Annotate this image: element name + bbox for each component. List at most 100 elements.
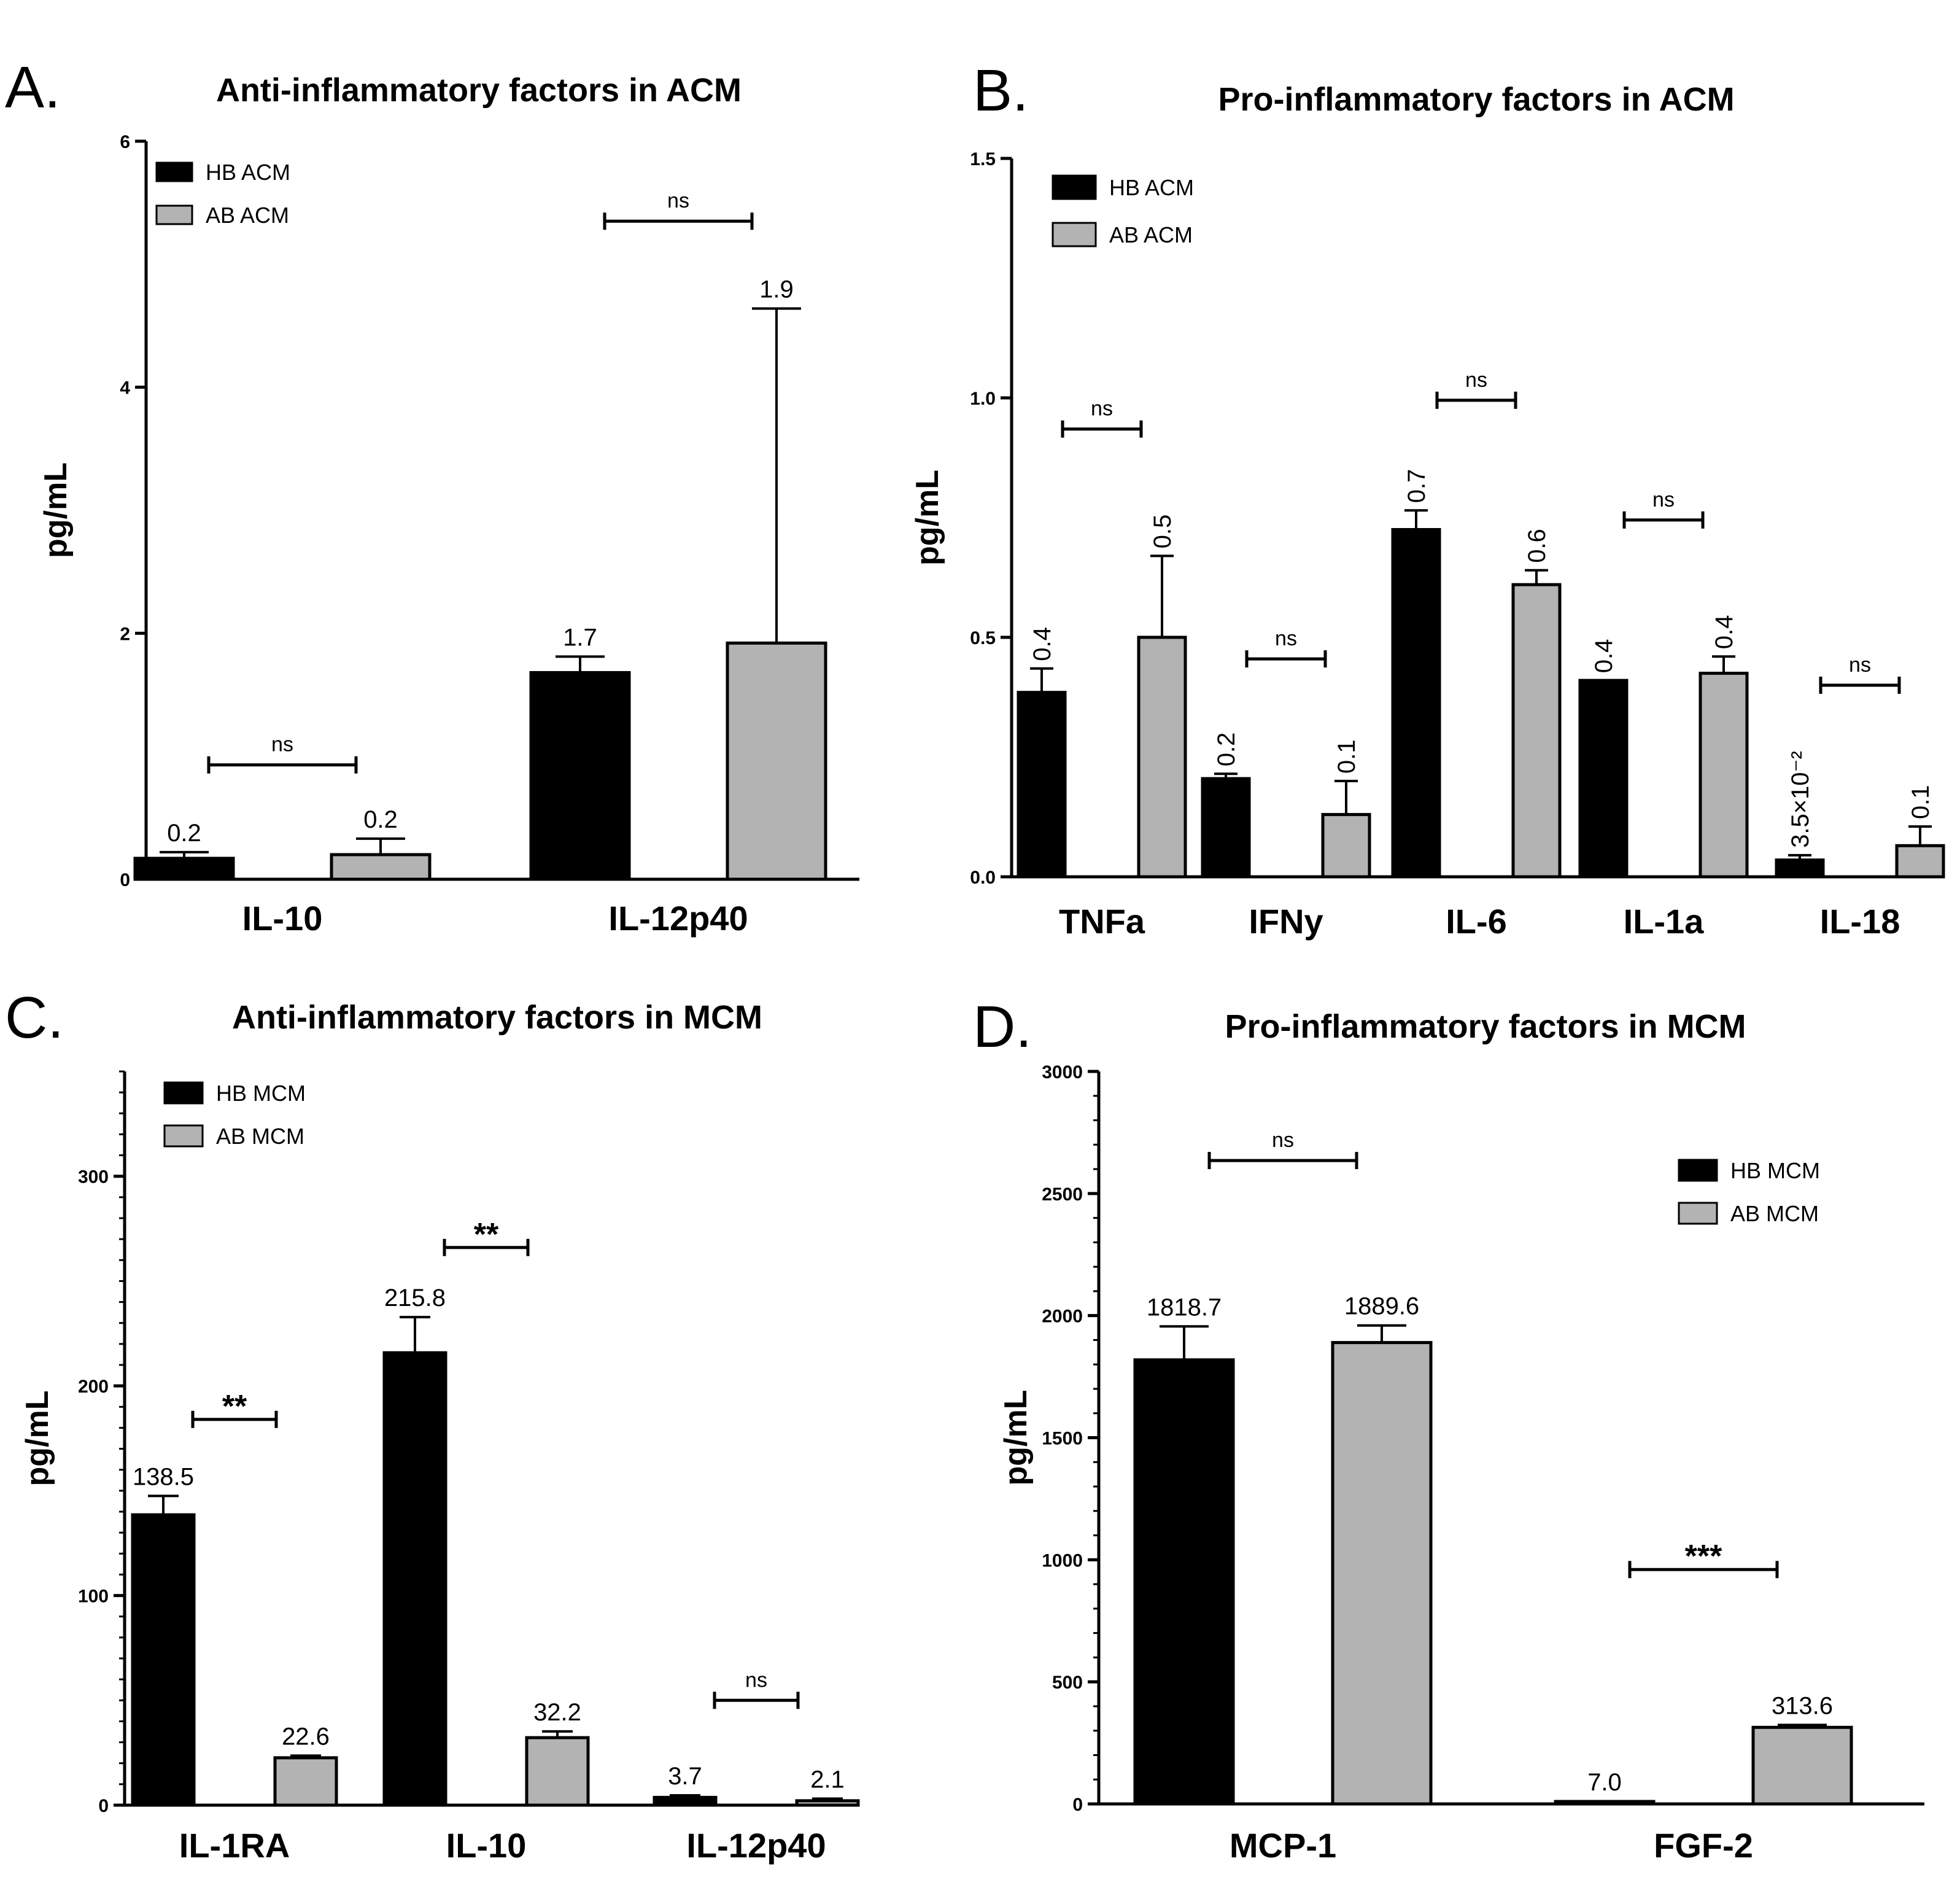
y-tick-label: 1500 bbox=[1042, 1429, 1083, 1449]
data-label: 3.5×10⁻² bbox=[1787, 751, 1814, 848]
x-category-label: FGF-2 bbox=[1654, 1826, 1753, 1865]
y-axis-label: pg/mL bbox=[38, 462, 74, 558]
bar-hb bbox=[1133, 1358, 1235, 1806]
bar-hb bbox=[653, 1795, 718, 1807]
bar-ab bbox=[1699, 672, 1749, 879]
legend-swatch bbox=[155, 161, 193, 182]
bar-hb bbox=[131, 1513, 196, 1807]
data-label: 0.1 bbox=[1333, 739, 1360, 774]
significance-label: ns bbox=[745, 1668, 767, 1692]
significance-bracket bbox=[1622, 511, 1705, 529]
data-label: 2.1 bbox=[810, 1766, 845, 1793]
significance-bracket bbox=[1628, 1561, 1779, 1579]
significance-bracket bbox=[191, 1410, 278, 1428]
y-tick-label: 0.0 bbox=[970, 868, 996, 888]
legend-swatch bbox=[1678, 1159, 1718, 1182]
data-label: 1889.6 bbox=[1344, 1293, 1419, 1320]
x-category-label: IL-6 bbox=[1446, 902, 1507, 941]
y-tick-label: 200 bbox=[78, 1377, 109, 1397]
bar-hb bbox=[1017, 691, 1067, 879]
significance-label: ns bbox=[1272, 1129, 1294, 1152]
y-tick-label: 2500 bbox=[1042, 1184, 1083, 1205]
chart-title: Anti-inflammatory factors in ACM bbox=[216, 72, 742, 109]
data-label: 0.5 bbox=[1149, 515, 1176, 549]
legend-label: HB MCM bbox=[216, 1081, 306, 1106]
y-tick-label: 1.5 bbox=[970, 149, 996, 169]
y-tick-label: 500 bbox=[1052, 1673, 1083, 1693]
x-category-label: IL-1RA bbox=[179, 1826, 290, 1865]
legend-label: HB MCM bbox=[1730, 1158, 1820, 1183]
x-category-label: IL-1a bbox=[1624, 902, 1705, 941]
data-label: 0.7 bbox=[1403, 469, 1430, 503]
bar-ab bbox=[1331, 1341, 1433, 1806]
x-category-label: IL-18 bbox=[1820, 902, 1900, 941]
x-category-label: IFNy bbox=[1249, 902, 1323, 941]
legend-swatch bbox=[1678, 1202, 1718, 1225]
y-tick-label: 0 bbox=[120, 870, 130, 890]
legend: HB ACM AB ACM bbox=[1052, 174, 1194, 247]
panel-letter: B. bbox=[973, 58, 1029, 123]
x-category-label: IL-12p40 bbox=[686, 1826, 826, 1865]
bar-ab bbox=[273, 1756, 338, 1807]
significance-bracket bbox=[603, 212, 754, 230]
significance-bracket bbox=[1435, 391, 1517, 409]
significance-label: ns bbox=[1849, 653, 1871, 677]
significance-label: *** bbox=[1685, 1539, 1722, 1574]
panel-letter: D. bbox=[973, 994, 1032, 1060]
data-label: 0.1 bbox=[1907, 785, 1934, 819]
panel-letter: C. bbox=[5, 985, 64, 1051]
data-label: 1.9 bbox=[759, 276, 794, 303]
legend-swatch bbox=[1052, 222, 1097, 247]
chart-title: Pro-inflammatory factors in MCM bbox=[1225, 1008, 1746, 1045]
legend-swatch bbox=[163, 1124, 204, 1148]
significance-label: ns bbox=[1652, 488, 1675, 511]
bar-hb bbox=[133, 857, 235, 881]
legend: HB MCM AB MCM bbox=[1678, 1158, 1820, 1226]
significance-label: ** bbox=[222, 1389, 247, 1424]
data-label: 22.6 bbox=[282, 1723, 330, 1750]
legend-label: AB MCM bbox=[1730, 1201, 1819, 1226]
y-axis-label: pg/mL bbox=[998, 1390, 1034, 1486]
x-category-label: IL-10 bbox=[242, 899, 323, 938]
bar-hb bbox=[1775, 858, 1825, 879]
legend-label: AB MCM bbox=[216, 1124, 304, 1149]
bar-ab bbox=[1895, 844, 1945, 879]
y-tick-label: 3000 bbox=[1042, 1062, 1083, 1082]
legend-label: HB ACM bbox=[206, 160, 290, 185]
significance-bracket bbox=[713, 1692, 800, 1709]
y-tick-label: 1000 bbox=[1042, 1550, 1083, 1571]
data-label: 313.6 bbox=[1772, 1692, 1833, 1719]
significance-bracket bbox=[1819, 677, 1901, 694]
legend-label: AB ACM bbox=[1109, 222, 1193, 247]
bar-ab bbox=[795, 1799, 860, 1807]
y-axis-label: pg/mL bbox=[20, 1391, 55, 1486]
data-label: 138.5 bbox=[133, 1463, 194, 1490]
significance-bracket bbox=[443, 1238, 530, 1256]
panel-letter: A. bbox=[5, 55, 61, 120]
bar-hb bbox=[1578, 678, 1629, 879]
significance-bracket bbox=[1245, 650, 1327, 668]
x-category-label: MCP-1 bbox=[1230, 1826, 1336, 1865]
legend-label: AB ACM bbox=[206, 203, 289, 228]
x-category-label: TNFa bbox=[1059, 902, 1145, 941]
data-label: 0.6 bbox=[1524, 529, 1551, 563]
bar-ab bbox=[1137, 635, 1187, 879]
legend: HB MCM AB MCM bbox=[163, 1081, 306, 1149]
significance-label: ns bbox=[1091, 397, 1113, 421]
bar-ab bbox=[1751, 1725, 1853, 1806]
significance-label: ns bbox=[271, 733, 293, 756]
data-label: 1.7 bbox=[563, 624, 597, 651]
significance-label: ns bbox=[667, 189, 689, 212]
significance-label: ** bbox=[474, 1217, 499, 1253]
y-tick-label: 4 bbox=[120, 378, 130, 398]
bar-ab bbox=[330, 853, 432, 881]
data-label: 3.7 bbox=[668, 1763, 702, 1790]
data-label: 215.8 bbox=[384, 1284, 446, 1312]
chart-title: Pro-inflammatory factors in ACM bbox=[1218, 81, 1734, 118]
chart-panel-1: A. Anti-inflammatory factors in ACM 0 2 4 6 pg… bbox=[5, 55, 859, 938]
significance-bracket bbox=[1061, 420, 1143, 438]
legend-swatch bbox=[1052, 174, 1097, 200]
y-axis-label: pg/mL bbox=[910, 470, 945, 565]
bar-hb bbox=[1391, 528, 1441, 879]
x-category-label: IL-12p40 bbox=[608, 899, 748, 938]
